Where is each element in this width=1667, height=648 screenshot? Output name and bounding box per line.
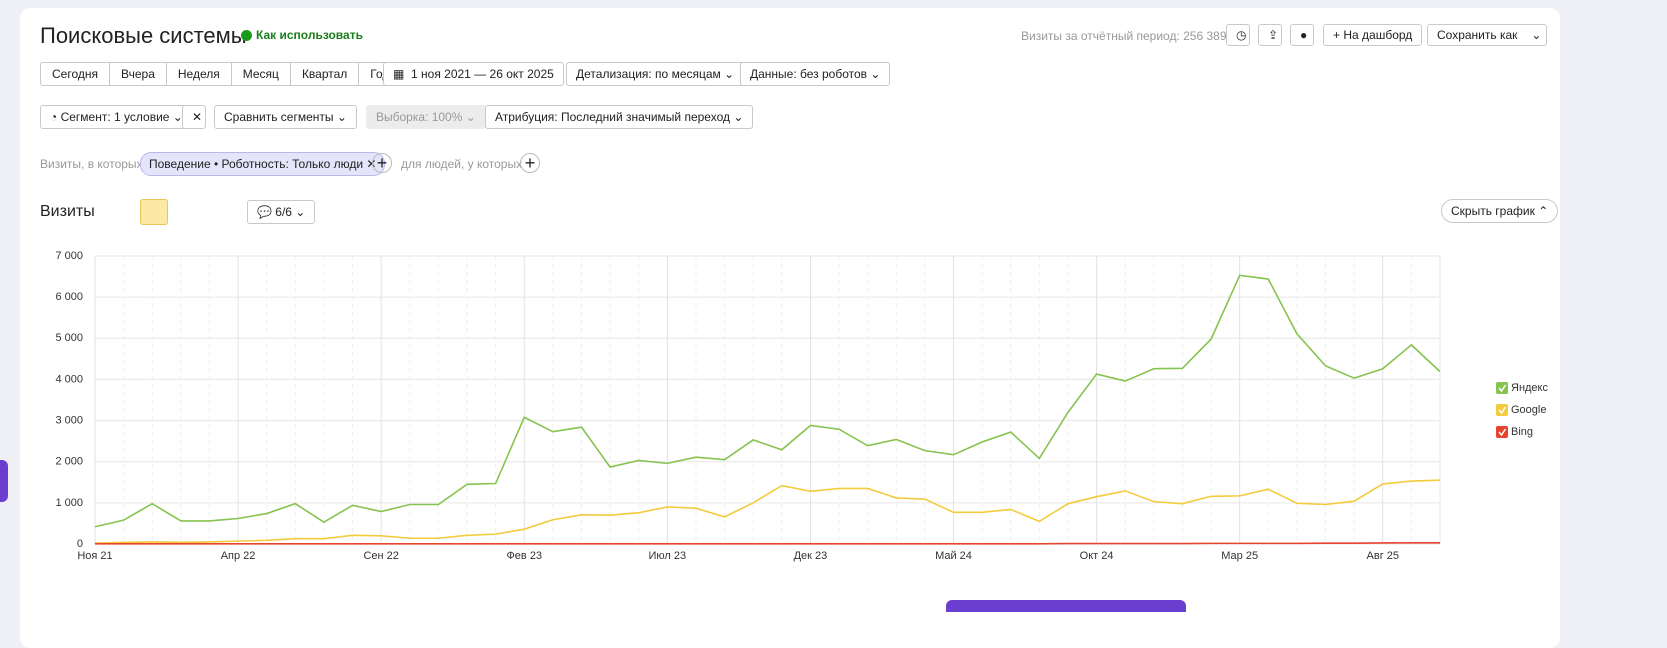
x-tick-label: Фев 23 bbox=[506, 550, 542, 562]
detail-select[interactable]: Детализация: по месяцам ⌄ bbox=[566, 62, 745, 86]
series-line bbox=[94, 274, 1441, 528]
visits-total: Визиты за отчётный период: 256 389 bbox=[1021, 29, 1227, 43]
legend-label: Bing bbox=[1511, 426, 1533, 438]
line-chart-toggle[interactable] bbox=[140, 199, 168, 225]
dashboard-text: На дашборд bbox=[1343, 28, 1413, 42]
save-button[interactable]: Сохранить как ⌄ bbox=[1427, 24, 1547, 46]
series-line bbox=[94, 479, 1441, 544]
legend-check bbox=[1498, 406, 1507, 415]
sample-text: Выборка: 100% bbox=[376, 110, 463, 124]
period-button[interactable]: Неделя bbox=[165, 62, 232, 86]
y-tick-label: 0 bbox=[77, 538, 83, 550]
compare-select[interactable]: Сравнить сегменты ⌄ bbox=[214, 105, 357, 129]
add-condition[interactable]: + bbox=[372, 153, 392, 173]
series-line bbox=[95, 541, 1440, 545]
attribution-select[interactable]: Атрибуция: Последний значимый переход ⌄ bbox=[485, 105, 754, 129]
legend-check bbox=[1498, 384, 1507, 393]
chip-text: Поведение • Роботность: Только люди bbox=[149, 157, 364, 171]
legend-label: Яндекс bbox=[1511, 382, 1548, 394]
legend-check bbox=[1498, 428, 1507, 437]
history-button[interactable]: ◷ bbox=[1226, 24, 1250, 46]
chart-title: Визиты bbox=[40, 203, 95, 220]
segment-text: Сегмент: 1 условие bbox=[60, 110, 170, 124]
x-tick-label: Июл 23 bbox=[649, 550, 687, 562]
people-prefix: для людей, у которых bbox=[401, 157, 523, 171]
condition-prefix: Визиты, в которых bbox=[40, 157, 143, 171]
attribution-text: Атрибуция: Последний значимый переход bbox=[495, 110, 730, 124]
legend-checkbox bbox=[1496, 426, 1508, 438]
y-tick-label: 7 000 bbox=[55, 250, 83, 262]
dashboard-button[interactable]: + На дашборд bbox=[1323, 24, 1423, 46]
help-text: Как использовать bbox=[256, 28, 363, 42]
hide-chart-button[interactable]: Скрыть график ⌃ bbox=[1441, 199, 1559, 223]
side-tab[interactable] bbox=[0, 460, 8, 502]
sample-select: Выборка: 100% ⌄ bbox=[366, 105, 486, 129]
period-button[interactable]: Квартал bbox=[289, 62, 360, 86]
data-select[interactable]: Данные: без роботов ⌄ bbox=[740, 62, 891, 86]
x-tick-label: Май 24 bbox=[935, 550, 972, 562]
segment-select[interactable]: ◔ Сегмент: 1 условие ⌄ bbox=[40, 105, 193, 129]
y-tick-label: 5 000 bbox=[55, 332, 83, 344]
x-tick-label: Апр 22 bbox=[221, 550, 256, 562]
hide-text: Скрыть график bbox=[1451, 204, 1535, 218]
page-title: Поисковые системы bbox=[40, 23, 247, 48]
x-tick-label: Авг 25 bbox=[1367, 550, 1399, 562]
y-tick-label: 6 000 bbox=[55, 291, 83, 303]
segment-clear[interactable]: ✕ bbox=[182, 105, 206, 129]
legend-label: Google bbox=[1511, 404, 1546, 416]
notes-text: 6/6 bbox=[275, 205, 292, 219]
x-tick-label: Окт 24 bbox=[1080, 550, 1114, 562]
condition-chip[interactable]: Поведение • Роботность: Только люди ✕ bbox=[140, 152, 386, 176]
x-tick-label: Дек 23 bbox=[794, 550, 828, 562]
notes-select[interactable]: 💬 6/6 ⌄ bbox=[247, 200, 316, 224]
compare-text: Сравнить сегменты bbox=[224, 110, 334, 124]
y-tick-label: 1 000 bbox=[55, 497, 83, 509]
save-text: Сохранить как bbox=[1437, 28, 1518, 42]
date-range[interactable]: ▦ 1 ноя 2021 — 26 окт 2025 bbox=[383, 62, 564, 86]
y-tick-label: 2 000 bbox=[55, 456, 83, 468]
chart: 0 1 000 2 000 3 000 4 000 5 000 6 000 7 000 Ноя … bbox=[55, 250, 1548, 562]
legend-checkbox bbox=[1496, 404, 1508, 416]
period-button[interactable]: Месяц bbox=[230, 62, 291, 86]
data-text: Данные: без роботов bbox=[750, 67, 868, 81]
bottom-button[interactable] bbox=[946, 600, 1186, 612]
x-tick-label: Сен 22 bbox=[363, 550, 398, 562]
period-button[interactable]: Сегодня bbox=[40, 62, 110, 86]
assistant-button[interactable]: ● bbox=[1290, 24, 1314, 46]
date-text: 1 ноя 2021 — 26 окт 2025 bbox=[411, 67, 554, 81]
export-button[interactable]: ⇪ bbox=[1258, 24, 1282, 46]
detail-text: Детализация: по месяцам bbox=[576, 67, 721, 81]
y-tick-label: 3 000 bbox=[55, 414, 83, 426]
legend-checkbox bbox=[1496, 382, 1508, 394]
help-link[interactable]: Как использовать bbox=[241, 28, 363, 42]
add-people-condition[interactable]: + bbox=[520, 153, 540, 173]
y-tick-label: 4 000 bbox=[55, 373, 83, 385]
x-tick-label: Мар 25 bbox=[1221, 550, 1258, 562]
x-tick-label: Ноя 21 bbox=[77, 550, 112, 562]
period-button[interactable]: Вчера bbox=[109, 62, 167, 86]
period-group: Сегодня Вчера Неделя Месяц Квартал Год bbox=[40, 62, 402, 86]
